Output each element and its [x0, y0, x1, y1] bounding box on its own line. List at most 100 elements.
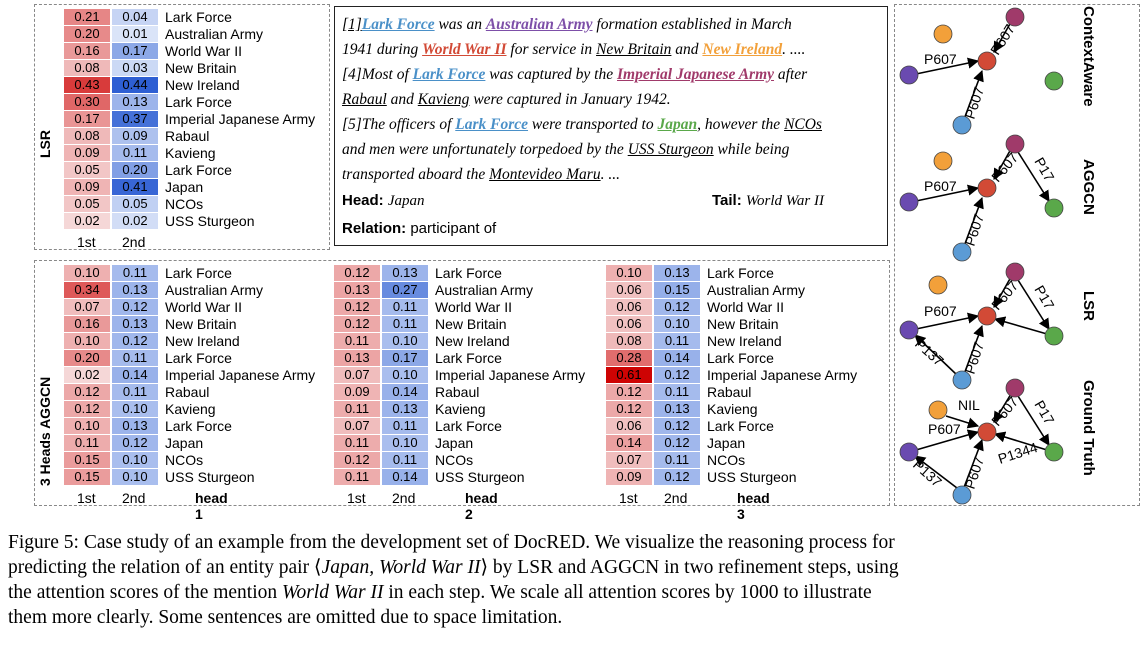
attention-cell-2nd: 0.10	[382, 367, 428, 383]
sentence-5c: transported aboard the Montevideo Maru. …	[342, 166, 620, 183]
attention-cell-1st: 0.10	[64, 265, 110, 281]
sentence-1b: 1941 during World War II for service in …	[342, 41, 806, 58]
attention-cell-1st: 0.20	[64, 350, 110, 366]
edge-label: P607	[988, 277, 1021, 312]
sentence-4b: Rabaul and Kavieng were captured in Janu…	[342, 91, 671, 108]
head-title: head 2	[465, 490, 498, 522]
attention-cell-2nd: 0.13	[654, 401, 700, 417]
attention-cell-1st: 0.09	[606, 469, 652, 485]
head-line: Head: Japan	[342, 192, 425, 209]
attention-cell-2nd: 0.44	[112, 77, 158, 93]
edge-label: P607	[924, 51, 957, 67]
entity-label: Japan	[165, 179, 204, 195]
node-ija	[1005, 378, 1025, 398]
edge-label: P137	[912, 335, 947, 369]
attention-cell-1st: 0.06	[606, 282, 652, 298]
edge-label: P607	[987, 21, 1018, 57]
attention-cell-1st: 0.43	[64, 77, 110, 93]
entity-label: NCOs	[165, 196, 204, 212]
entity-label: Lark Force	[435, 265, 502, 281]
attention-cell-1st: 0.12	[334, 299, 380, 315]
entity-label: Imperial Japanese Army	[435, 367, 586, 383]
attention-cell-2nd: 0.12	[112, 435, 158, 451]
attention-cell-2nd: 0.11	[654, 384, 700, 400]
entity-label: New Britain	[165, 60, 237, 76]
graph-contextaware: P607 P607 P607 ContextAware	[899, 6, 1097, 135]
node-new-ireland	[928, 400, 948, 420]
tail-line: Tail: World War II	[712, 192, 824, 209]
attention-cell-2nd: 0.14	[654, 350, 700, 366]
edge-label: P607	[988, 393, 1021, 428]
attention-cell-1st: 0.12	[64, 384, 110, 400]
lsr-panel	[34, 4, 330, 250]
sentence-5: [5]The officers of Lark Force were trans…	[342, 116, 822, 133]
entity-label: New Ireland	[165, 77, 240, 93]
col-header-2nd: 2nd	[664, 490, 688, 506]
attention-cell-2nd: 0.13	[382, 265, 428, 281]
attention-cell-1st: 0.12	[334, 265, 380, 281]
entity-label: Australian Army	[707, 282, 806, 298]
attention-cell-1st: 0.07	[334, 418, 380, 434]
node-lark-force	[952, 485, 972, 505]
entity-label: World War II	[165, 299, 243, 315]
edge-label: P607	[962, 340, 987, 376]
entity-label: Kavieng	[165, 401, 216, 417]
attention-cell-1st: 0.02	[64, 367, 110, 383]
attention-cell-1st: 0.09	[64, 145, 110, 161]
attention-cell-1st: 0.05	[64, 196, 110, 212]
attention-cell-1st: 0.11	[334, 435, 380, 451]
head-title: head 1	[195, 490, 228, 522]
attention-cell-1st: 0.08	[64, 128, 110, 144]
graph-panel	[894, 4, 1140, 506]
entity-label: NCOs	[165, 452, 204, 468]
entity-label: World War II	[435, 299, 513, 315]
edge-label: P607	[924, 303, 957, 319]
attention-cell-2nd: 0.12	[654, 299, 700, 315]
attention-cell-2nd: 0.12	[654, 418, 700, 434]
entity-label: NCOs	[435, 452, 474, 468]
attention-cell-1st: 0.30	[64, 94, 110, 110]
attention-cell-2nd: 0.05	[112, 196, 158, 212]
attention-cell-2nd: 0.11	[654, 452, 700, 468]
node-japan	[1044, 198, 1064, 218]
caption-line-1: Figure 5: Case study of an example from …	[8, 532, 895, 553]
edge-label: P607	[962, 455, 987, 491]
attention-cell-1st: 0.08	[606, 333, 652, 349]
attention-cell-1st: 0.13	[334, 282, 380, 298]
entity-label: Lark Force	[707, 265, 774, 281]
attention-cell-1st: 0.11	[334, 333, 380, 349]
passage-text: [1]Lark Force was an Australian Army for…	[342, 12, 890, 187]
caption-line-3: the attention scores of the mention Worl…	[8, 582, 872, 603]
attention-cell-2nd: 0.11	[382, 316, 428, 332]
col-header-1st: 1st	[77, 234, 96, 250]
attention-cell-1st: 0.12	[606, 401, 652, 417]
entity-label: Imperial Japanese Army	[165, 111, 316, 127]
passage-box	[334, 6, 888, 246]
lsr-side-label: LSR	[37, 130, 53, 158]
attention-cell-2nd: 0.12	[654, 367, 700, 383]
attention-cell-1st: 0.09	[64, 179, 110, 195]
attention-cell-2nd: 0.27	[382, 282, 428, 298]
attention-cell-2nd: 0.02	[112, 213, 158, 229]
entity-label: Lark Force	[435, 350, 502, 366]
edge-label: P137	[910, 456, 945, 490]
entity-label: Kavieng	[165, 145, 216, 161]
entity-label: Australian Army	[165, 26, 264, 42]
entity-label: Lark Force	[435, 418, 502, 434]
attention-cell-2nd: 0.41	[112, 179, 158, 195]
entity-label: Lark Force	[707, 418, 774, 434]
col-header-2nd: 2nd	[122, 234, 146, 250]
attention-cell-1st: 0.11	[334, 469, 380, 485]
attention-cell-1st: 0.06	[606, 418, 652, 434]
node-ww2	[977, 51, 997, 71]
edge-label: P607	[962, 212, 987, 248]
entity-label: Japan	[707, 435, 746, 451]
entity-label: Kavieng	[707, 401, 758, 417]
attention-cell-2nd: 0.13	[654, 265, 700, 281]
attention-cell-2nd: 0.14	[382, 384, 428, 400]
attention-cell-1st: 0.11	[334, 401, 380, 417]
entity-label: USS Sturgeon	[165, 213, 255, 229]
attention-cell-2nd: 0.03	[112, 60, 158, 76]
caption-line-2: predicting the relation of an entity pai…	[8, 557, 899, 578]
attention-cell-2nd: 0.11	[112, 145, 158, 161]
